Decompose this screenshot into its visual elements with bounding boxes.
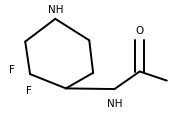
Text: NH: NH <box>107 99 123 109</box>
Text: F: F <box>26 86 31 96</box>
Text: O: O <box>136 26 144 36</box>
Text: NH: NH <box>48 5 63 15</box>
Text: F: F <box>9 65 15 75</box>
